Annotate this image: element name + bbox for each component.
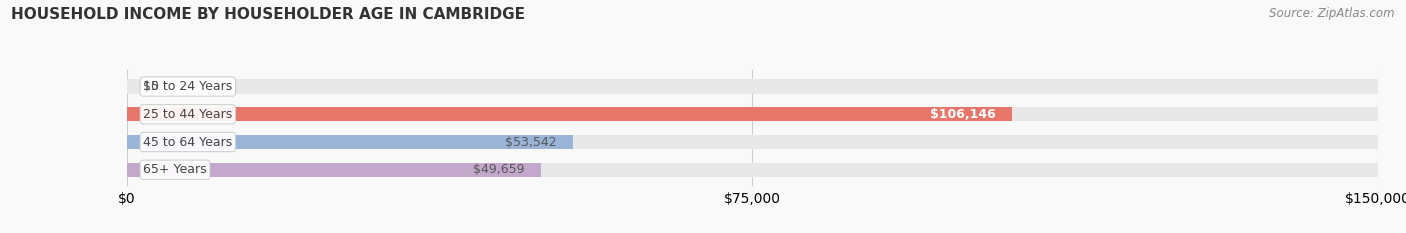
Text: $106,146: $106,146 — [929, 108, 995, 121]
Bar — [127, 107, 1378, 121]
Bar — [541, 163, 546, 177]
Bar — [1012, 107, 1017, 121]
Bar — [574, 135, 578, 149]
Text: 25 to 44 Years: 25 to 44 Years — [143, 108, 232, 121]
Text: HOUSEHOLD INCOME BY HOUSEHOLDER AGE IN CAMBRIDGE: HOUSEHOLD INCOME BY HOUSEHOLDER AGE IN C… — [11, 7, 526, 22]
Text: $53,542: $53,542 — [505, 136, 557, 148]
Bar — [127, 163, 1378, 177]
Bar — [127, 135, 574, 149]
Bar — [127, 79, 1378, 94]
Text: 45 to 64 Years: 45 to 64 Years — [143, 136, 232, 148]
Bar — [127, 107, 1012, 121]
Text: $0: $0 — [143, 80, 159, 93]
Text: 65+ Years: 65+ Years — [143, 163, 207, 176]
Text: $49,659: $49,659 — [472, 163, 524, 176]
Text: Source: ZipAtlas.com: Source: ZipAtlas.com — [1270, 7, 1395, 20]
Bar — [127, 135, 1378, 149]
Text: 15 to 24 Years: 15 to 24 Years — [143, 80, 232, 93]
Bar — [127, 163, 541, 177]
